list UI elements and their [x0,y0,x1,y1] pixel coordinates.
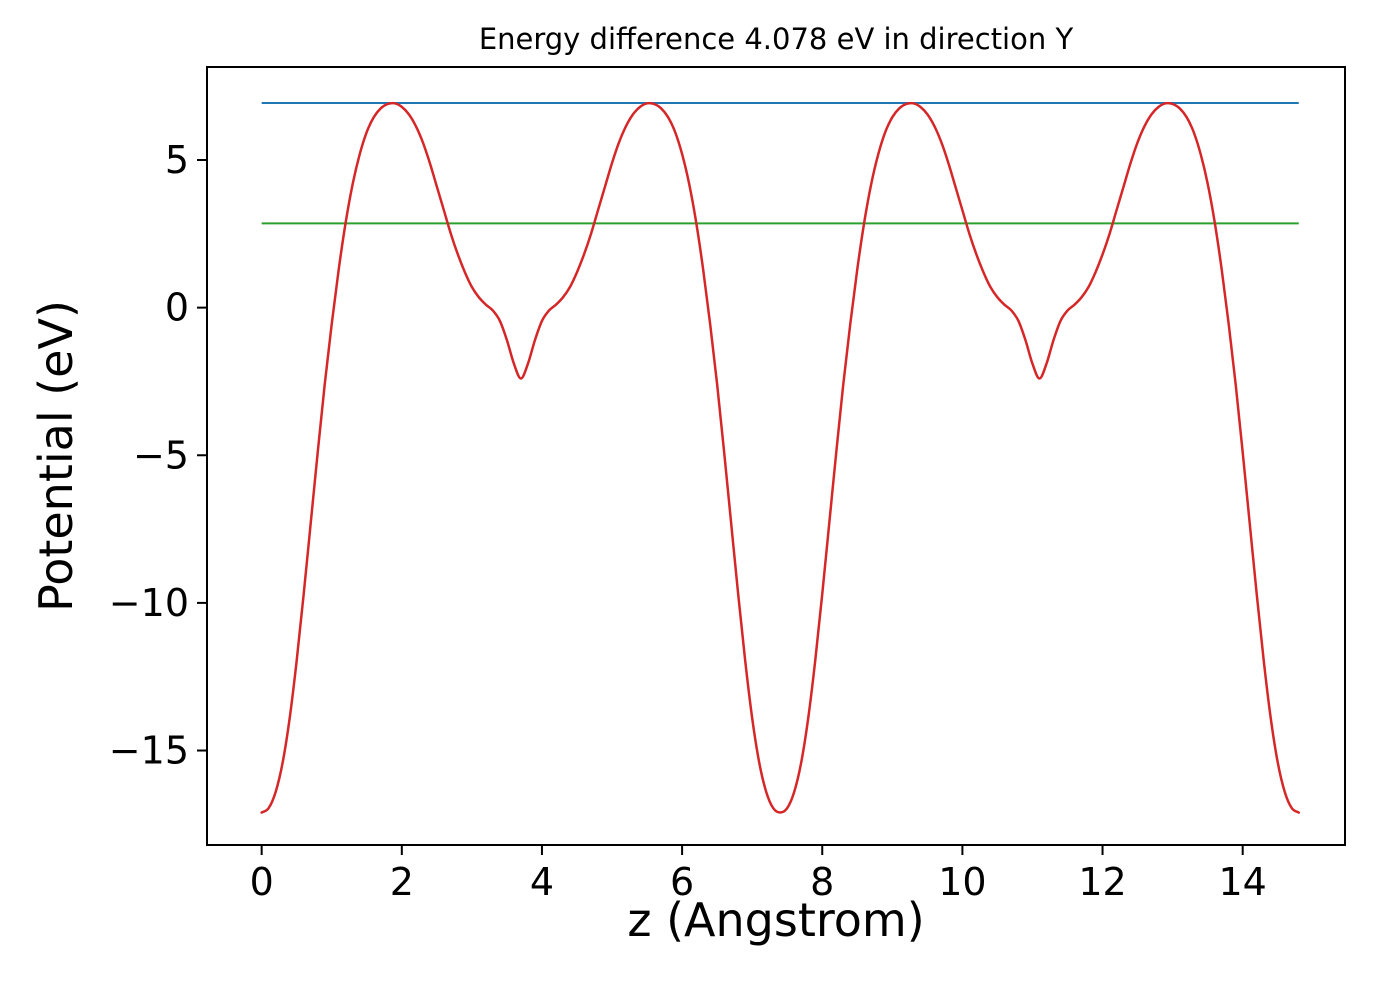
y-axis-label: Potential (eV) [29,300,83,612]
y-tick-label: 5 [165,138,189,182]
x-tick-label: 4 [530,860,554,904]
y-tick-label: −5 [133,433,189,477]
x-tick-label: 12 [1078,860,1126,904]
y-tick-label: −10 [109,581,189,625]
x-tick-label: 2 [390,860,414,904]
x-tick-label: 10 [938,860,986,904]
x-tick-label: 14 [1219,860,1267,904]
potential-curve [260,101,1300,814]
x-tick-label: 0 [250,860,274,904]
x-tick-label: 6 [670,860,694,904]
y-tick-label: −15 [109,729,189,773]
chart-title: Energy difference 4.078 eV in direction … [478,22,1074,56]
axes-box [206,66,1346,846]
x-tick-label: 8 [810,860,834,904]
y-tick-label: 0 [165,286,189,330]
x-axis-label: z (Angstrom) [627,893,925,947]
